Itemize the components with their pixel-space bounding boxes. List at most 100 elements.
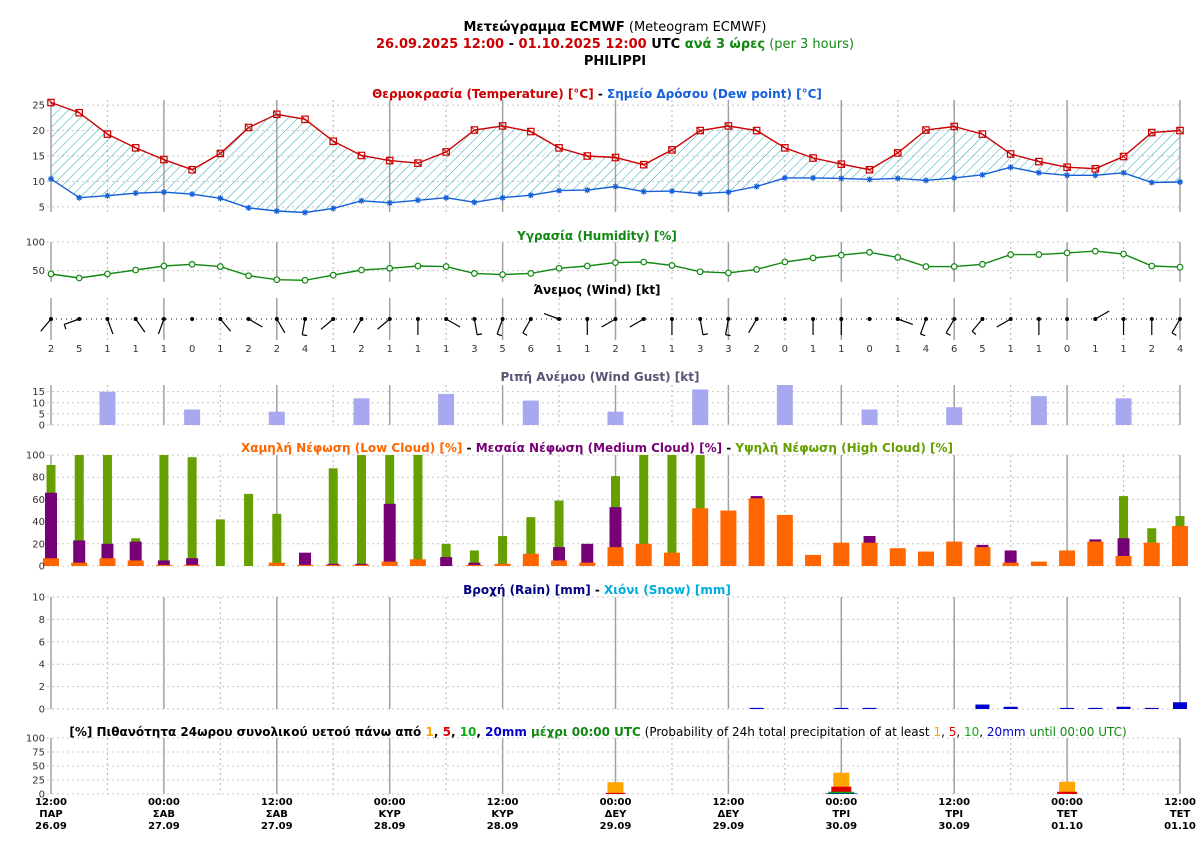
wind-speed-label: 1	[669, 344, 675, 355]
dew-point-point	[48, 175, 54, 182]
dew-point-point	[979, 171, 986, 178]
low-cloud-bar	[579, 562, 596, 566]
dew-point-point	[443, 194, 450, 201]
gust-bar	[692, 389, 709, 425]
humidity-point	[499, 271, 507, 278]
low-cloud-bar	[720, 510, 737, 566]
high-cloud-bar	[469, 550, 479, 566]
humidity-point	[1091, 247, 1099, 255]
x-day-label: ΔΕΥ	[605, 809, 628, 820]
temperature-point-cross	[160, 156, 168, 164]
dew-point-point	[584, 187, 591, 194]
temp-tick-label: 25	[32, 101, 45, 112]
wind-speed-label: 0	[866, 344, 872, 355]
wind-barb-flag	[496, 333, 503, 337]
dew-point-point	[640, 188, 647, 195]
x-time-label: 12:00	[261, 797, 293, 808]
wind-speed-label: 1	[132, 344, 138, 355]
low-cloud-bar	[917, 551, 934, 566]
wind-speed-label: 5	[979, 344, 985, 355]
medium-cloud-bar	[468, 562, 481, 566]
low-cloud-bar	[1087, 541, 1104, 566]
wind-barb	[629, 318, 645, 328]
temperature-point	[668, 146, 676, 154]
wind-barb-flag	[920, 333, 926, 337]
wind-station-dot	[867, 317, 872, 321]
prob-tick-label: 0	[39, 790, 45, 801]
dew-point-point	[217, 195, 224, 202]
temperature-point-cross	[724, 122, 732, 130]
medium-cloud-bar	[440, 557, 453, 566]
wind-barb-flag	[702, 333, 708, 336]
humidity-panel-title: Υγρασία (Humidity) [%]	[516, 229, 677, 243]
meteogram-title: Μετεώγραμμα ECMWF (Meteogram ECMWF)	[463, 20, 766, 35]
labels-layer: 5101520255010005101502040608010002468100…	[26, 101, 1196, 832]
rain-panel-title: Βροχή (Rain) [mm] - Χιόνι (Snow) [mm]	[463, 583, 731, 597]
marks-layer	[40, 98, 1188, 794]
wind-station-dot	[782, 317, 787, 321]
medium-cloud-bar	[73, 540, 86, 566]
cloud-tick-label: 80	[32, 473, 45, 484]
wind-barb	[971, 318, 983, 332]
humidity-point	[922, 263, 930, 270]
wind-barb	[63, 318, 80, 326]
humidity-point	[329, 271, 337, 279]
temperature-point-cross	[668, 146, 676, 154]
temperature-point	[837, 160, 846, 168]
wind-barb	[377, 318, 391, 330]
temp-panel-title: Θερμοκρασία (Temperature) [°C] - Σημείο …	[372, 87, 822, 101]
gust-tick-label: 10	[32, 398, 45, 409]
rain-tick-label: 4	[39, 660, 45, 671]
wind-barb	[40, 318, 52, 332]
high-cloud-bar	[187, 457, 197, 566]
wind-speed-label: 1	[895, 344, 901, 355]
gust-bar	[1115, 398, 1132, 425]
wind-speed-label: 5	[76, 344, 82, 355]
temperature-point	[329, 137, 338, 146]
wind-barb	[996, 318, 1011, 328]
humidity-point	[950, 263, 958, 270]
wind-panel-title: Άνεμος (Wind) [kt]	[533, 283, 660, 297]
humidity-point	[696, 268, 704, 276]
temperature-point-cross	[414, 159, 422, 167]
dew-point-point	[358, 197, 365, 204]
temperature-point-cross	[188, 166, 196, 174]
humidity-point	[104, 270, 111, 278]
x-time-label: 12:00	[487, 797, 519, 808]
low-cloud-bar	[297, 564, 314, 566]
humidity-point	[386, 264, 394, 272]
temperature-point-cross	[809, 154, 817, 162]
wind-barb	[543, 312, 560, 320]
dew-point-point	[781, 174, 788, 181]
high-cloud-bar	[328, 468, 338, 566]
wind-barb	[748, 318, 758, 334]
wind-speed-label: 1	[838, 344, 844, 355]
humidity-point	[470, 270, 478, 277]
humidity-tick-label: 100	[26, 238, 45, 249]
x-date-label: 30.09	[938, 821, 970, 832]
gust-bar	[776, 385, 793, 425]
temperature-point-cross	[527, 128, 535, 136]
rain-tick-label: 10	[32, 593, 45, 604]
rain-bar	[1173, 702, 1187, 709]
dew-point-point	[1092, 172, 1099, 179]
wind-speed-label: 1	[641, 344, 647, 355]
temperature-point	[103, 130, 112, 138]
temperature-point	[527, 127, 535, 136]
wind-barb	[135, 318, 146, 333]
temperature-point-cross	[950, 122, 958, 130]
dew-point-point	[104, 192, 111, 199]
wind-speed-label: 1	[104, 344, 110, 355]
low-cloud-bar	[155, 564, 172, 566]
temperature-point	[244, 123, 253, 132]
prob-5mm-bar	[605, 792, 626, 794]
low-cloud-bar	[776, 514, 793, 566]
wind-barb	[320, 318, 334, 330]
wind-barb	[945, 318, 955, 334]
x-day-label: ΚΥΡ	[379, 809, 401, 820]
x-date-label: 28.09	[487, 821, 519, 832]
meteogram-range: 26.09.2025 12:00 - 01.10.2025 12:00 UTC …	[376, 37, 854, 52]
low-cloud-bar	[43, 558, 59, 566]
x-date-label: 29.09	[713, 821, 745, 832]
